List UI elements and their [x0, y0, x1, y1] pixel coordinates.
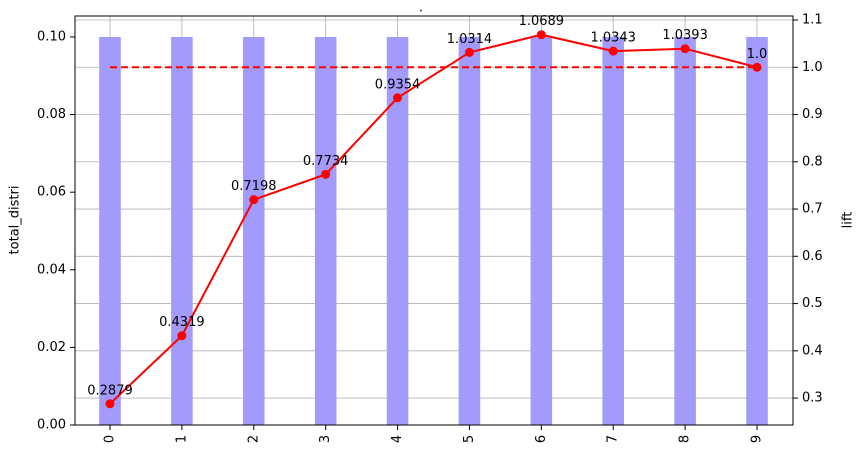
- marker: [321, 169, 331, 179]
- x-tick-label: 9: [750, 435, 765, 443]
- y-tick-label: 0.04: [37, 262, 66, 277]
- y2-axis-label: lift: [841, 212, 856, 229]
- y2-tick-label: 0.5: [802, 296, 823, 311]
- marker: [105, 399, 115, 409]
- y-tick-label: 0.00: [37, 418, 66, 433]
- marker: [680, 44, 690, 54]
- marker: [249, 195, 259, 205]
- y2-tick-label: 0.4: [802, 343, 823, 358]
- y-tick-label: 0.10: [37, 29, 66, 44]
- data-label: 1.0343: [590, 31, 636, 46]
- x-tick-label: 6: [534, 435, 549, 443]
- marker: [393, 93, 403, 103]
- x-tick-label: 0: [103, 435, 118, 443]
- y2-tick-label: 1.0: [802, 60, 823, 75]
- bar: [530, 36, 553, 425]
- data-label: 0.7734: [303, 154, 349, 169]
- chart-title: .: [419, 1, 423, 16]
- x-tick-label: 4: [390, 435, 405, 443]
- bar: [746, 36, 768, 425]
- data-label: 1.0: [747, 47, 768, 62]
- y2-tick-label: 0.6: [802, 249, 823, 264]
- x-tick-label: 5: [462, 435, 477, 443]
- data-label: 0.7198: [231, 179, 277, 194]
- y-axis-label: total_distri: [8, 186, 23, 255]
- marker: [752, 62, 762, 72]
- y2-tick-label: 0.3: [802, 391, 823, 406]
- bar: [242, 36, 265, 425]
- y2-tick-label: 0.8: [802, 154, 823, 169]
- data-label: 0.4319: [159, 315, 205, 330]
- data-label: 1.0689: [519, 14, 565, 29]
- data-label: 0.2879: [87, 383, 133, 398]
- y-tick-label: 0.06: [37, 185, 66, 200]
- bar: [386, 36, 409, 425]
- marker: [608, 46, 618, 56]
- bar: [674, 36, 696, 425]
- marker: [177, 331, 187, 341]
- data-label: 1.0314: [447, 32, 493, 47]
- marker: [464, 47, 474, 57]
- bar: [458, 36, 481, 425]
- y2-tick-label: 1.1: [802, 13, 823, 28]
- data-label: 0.9354: [375, 77, 421, 92]
- data-label: 1.0393: [662, 28, 708, 43]
- x-tick-label: 7: [606, 435, 621, 443]
- line: [109, 33, 758, 405]
- y2-tick-label: 0.9: [802, 107, 823, 122]
- x-tick-label: 8: [678, 435, 693, 443]
- bar: [171, 36, 193, 425]
- plot-frame: [74, 15, 794, 426]
- y-tick-label: 0.08: [37, 107, 66, 122]
- bar: [99, 36, 121, 425]
- x-tick-label: 1: [174, 435, 189, 443]
- x-tick-label: 3: [318, 435, 333, 443]
- bar: [602, 36, 625, 425]
- x-tick-label: 2: [246, 435, 261, 443]
- y-tick-label: 0.02: [37, 340, 66, 355]
- bar: [314, 36, 337, 425]
- y2-tick-label: 0.7: [802, 202, 823, 217]
- marker: [536, 30, 546, 40]
